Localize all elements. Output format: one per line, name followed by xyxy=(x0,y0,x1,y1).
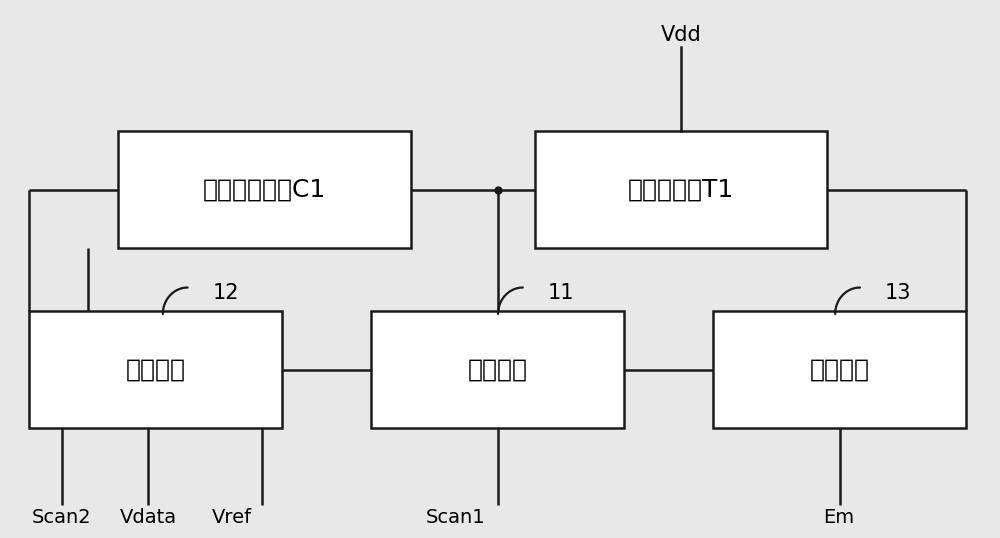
Text: Scan1: Scan1 xyxy=(426,508,485,527)
Text: Vref: Vref xyxy=(212,508,252,527)
Bar xyxy=(118,131,411,248)
Text: 12: 12 xyxy=(212,283,239,303)
Text: 驱动晶体管T1: 驱动晶体管T1 xyxy=(628,178,734,202)
Text: 发光单元: 发光单元 xyxy=(810,358,870,381)
Text: Vdata: Vdata xyxy=(119,508,177,527)
Bar xyxy=(29,312,282,428)
Bar xyxy=(713,312,966,428)
Text: 13: 13 xyxy=(885,283,911,303)
Text: Em: Em xyxy=(824,508,855,527)
Text: Scan2: Scan2 xyxy=(32,508,91,527)
Text: 11: 11 xyxy=(548,283,574,303)
Text: Vdd: Vdd xyxy=(661,25,702,45)
Bar xyxy=(371,312,624,428)
Text: 第一存储电容C1: 第一存储电容C1 xyxy=(203,178,326,202)
Bar xyxy=(535,131,827,248)
Text: 写入单元: 写入单元 xyxy=(125,358,185,381)
Text: 采集单元: 采集单元 xyxy=(468,358,528,381)
